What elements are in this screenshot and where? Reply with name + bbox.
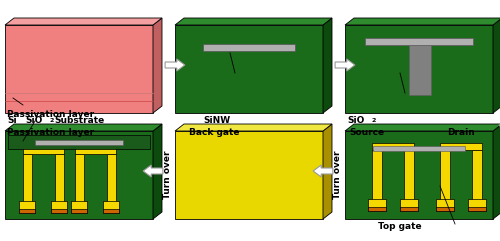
Text: Top gate: Top gate bbox=[378, 222, 422, 231]
Bar bbox=[5, 131, 153, 219]
Polygon shape bbox=[499, 113, 500, 133]
Bar bbox=[103, 209, 119, 213]
Bar bbox=[75, 154, 84, 204]
Text: Source: Source bbox=[349, 128, 384, 137]
Bar bbox=[19, 209, 35, 213]
Polygon shape bbox=[143, 165, 163, 177]
Bar bbox=[71, 209, 87, 213]
Bar bbox=[372, 143, 414, 150]
Polygon shape bbox=[323, 18, 332, 113]
Polygon shape bbox=[175, 18, 332, 25]
Bar bbox=[440, 143, 482, 150]
Text: Si: Si bbox=[7, 116, 16, 125]
Text: 2: 2 bbox=[50, 118, 54, 123]
Bar bbox=[103, 201, 119, 213]
Text: 2: 2 bbox=[372, 118, 376, 123]
Bar bbox=[400, 199, 418, 211]
Bar bbox=[55, 154, 64, 204]
Bar bbox=[368, 199, 386, 211]
Text: Turn over: Turn over bbox=[332, 151, 342, 199]
Bar bbox=[345, 25, 493, 113]
Bar bbox=[409, 43, 431, 95]
Polygon shape bbox=[345, 124, 500, 131]
Bar bbox=[436, 199, 454, 211]
Polygon shape bbox=[313, 165, 333, 177]
Bar bbox=[440, 150, 450, 202]
Bar bbox=[400, 207, 418, 211]
Bar bbox=[468, 199, 486, 211]
Bar bbox=[19, 201, 35, 213]
Polygon shape bbox=[493, 124, 500, 219]
Text: Substrate: Substrate bbox=[54, 116, 104, 125]
Polygon shape bbox=[493, 18, 500, 113]
Text: SiNW: SiNW bbox=[203, 116, 230, 125]
Text: SiO: SiO bbox=[25, 116, 42, 125]
Polygon shape bbox=[153, 124, 162, 219]
Text: Turn over: Turn over bbox=[162, 151, 172, 199]
Text: Passivation layer: Passivation layer bbox=[7, 110, 94, 119]
Bar bbox=[345, 131, 493, 219]
Bar bbox=[472, 150, 482, 202]
Polygon shape bbox=[175, 124, 332, 131]
Polygon shape bbox=[165, 59, 185, 71]
Bar bbox=[51, 209, 67, 213]
Bar bbox=[368, 207, 386, 211]
Text: Back gate: Back gate bbox=[189, 128, 240, 137]
Polygon shape bbox=[153, 18, 162, 113]
Bar bbox=[51, 201, 67, 213]
Bar bbox=[23, 154, 32, 204]
Bar bbox=[372, 150, 382, 202]
Bar bbox=[35, 140, 123, 145]
Text: Drain: Drain bbox=[447, 128, 475, 137]
Bar bbox=[8, 135, 150, 149]
Text: SiO: SiO bbox=[347, 116, 364, 125]
Bar bbox=[75, 147, 116, 154]
Text: Passivation layer: Passivation layer bbox=[7, 128, 94, 137]
Bar bbox=[175, 25, 323, 113]
Bar bbox=[365, 38, 473, 45]
Bar bbox=[404, 150, 414, 202]
Polygon shape bbox=[323, 124, 332, 219]
Bar bbox=[203, 44, 295, 51]
Bar bbox=[5, 25, 153, 113]
Bar bbox=[107, 154, 116, 204]
Bar bbox=[468, 207, 486, 211]
Bar bbox=[23, 147, 64, 154]
Bar bbox=[436, 207, 454, 211]
Bar bbox=[71, 201, 87, 213]
Polygon shape bbox=[335, 59, 355, 71]
Bar bbox=[373, 146, 465, 151]
Polygon shape bbox=[345, 18, 500, 25]
Bar bbox=[365, 38, 473, 45]
Polygon shape bbox=[5, 124, 162, 131]
Bar bbox=[175, 131, 323, 219]
Polygon shape bbox=[5, 18, 162, 25]
